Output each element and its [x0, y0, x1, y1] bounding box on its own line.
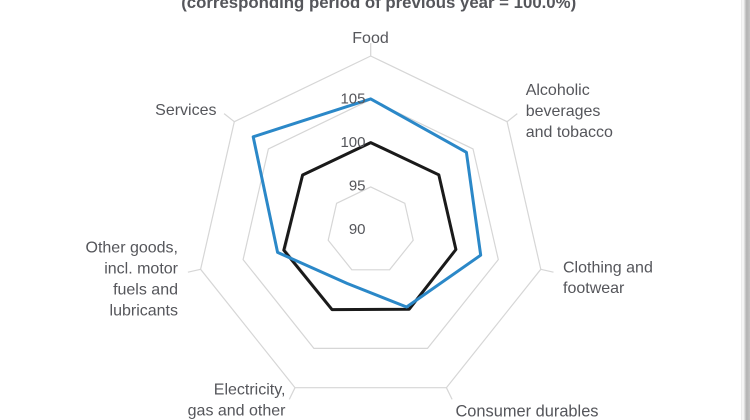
- svg-text:fuels and: fuels and: [113, 282, 178, 299]
- svg-text:Food: Food: [352, 30, 388, 47]
- svg-text:incl. motor: incl. motor: [104, 261, 178, 278]
- svg-text:and tobacco: and tobacco: [526, 124, 613, 141]
- svg-text:(corresponding period of previ: (corresponding period of previous year =…: [181, 0, 576, 12]
- svg-text:gas and other: gas and other: [188, 403, 287, 420]
- svg-text:Other goods,: Other goods,: [86, 240, 179, 257]
- svg-text:Alcoholic: Alcoholic: [526, 82, 590, 99]
- svg-text:105: 105: [340, 90, 365, 107]
- svg-text:90: 90: [349, 221, 366, 238]
- svg-text:Consumer durables: Consumer durables: [455, 402, 598, 420]
- svg-text:lubricants: lubricants: [110, 303, 178, 320]
- svg-text:footwear: footwear: [563, 280, 625, 297]
- svg-text:100: 100: [340, 134, 365, 151]
- svg-text:Clothing and: Clothing and: [563, 260, 653, 277]
- svg-text:Services: Services: [155, 102, 216, 119]
- svg-text:Electricity,: Electricity,: [214, 381, 286, 398]
- svg-text:95: 95: [349, 178, 366, 195]
- svg-text:beverages: beverages: [526, 103, 601, 120]
